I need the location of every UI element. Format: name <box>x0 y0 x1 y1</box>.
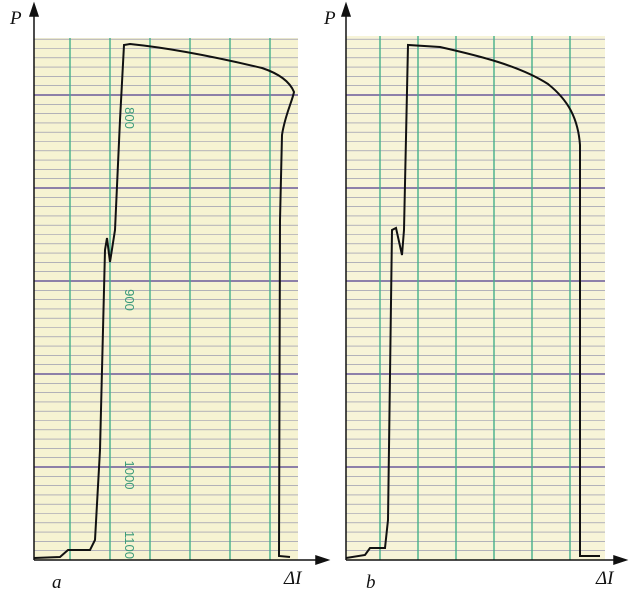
panel-label: b <box>366 572 376 593</box>
y-axis-label: P <box>9 8 22 29</box>
paper <box>34 38 298 560</box>
panel-label: a <box>52 572 62 593</box>
x-axis-label: ΔI <box>283 568 303 589</box>
scale-label: 1000 <box>122 461 137 490</box>
y-axis-label: P <box>323 8 336 29</box>
recorder-paper-b <box>346 36 605 560</box>
arrow <box>30 4 38 16</box>
arrow <box>342 4 350 16</box>
x-axis-label: ΔI <box>595 568 615 589</box>
scale-label: 900 <box>122 289 137 311</box>
figure: 800 900 1000 1100 P ΔI a P ΔI b <box>0 0 629 596</box>
scale-label: 800 <box>122 107 137 129</box>
scale-label: 1100 <box>122 531 137 559</box>
recorder-paper-a <box>34 38 298 560</box>
paper <box>346 36 605 560</box>
arrow <box>614 556 626 564</box>
arrow <box>316 556 328 564</box>
